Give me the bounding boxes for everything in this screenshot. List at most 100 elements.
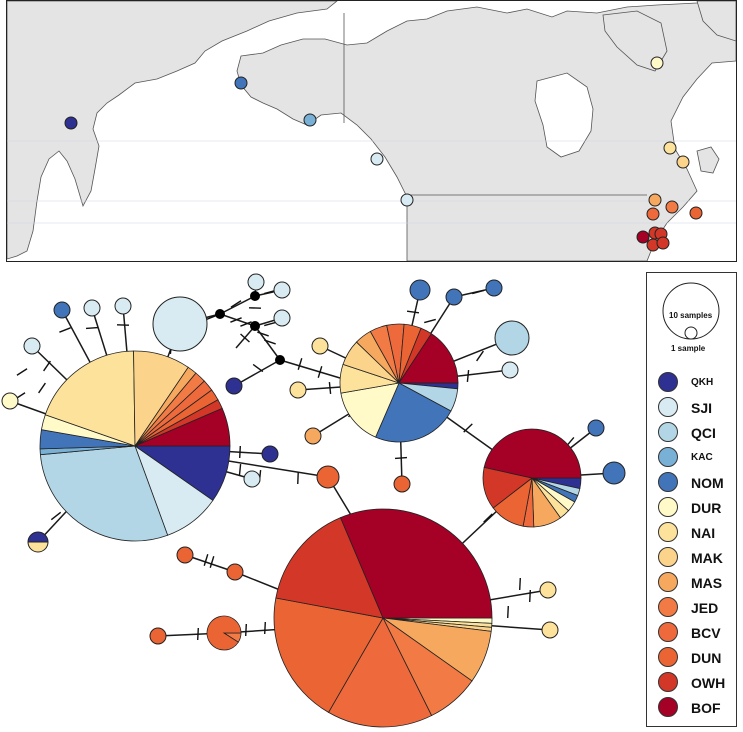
pie-slice-qci [494, 320, 530, 356]
legend-label: QKH [691, 377, 714, 388]
haplotype-dot-dur [1, 392, 19, 410]
legend-entry-bcv: BCV [647, 622, 736, 644]
legend-label: NAI [691, 525, 716, 541]
legend-swatch [658, 372, 678, 392]
legend-entry-kac: KAC [647, 447, 736, 469]
legend-entry-nai: NAI [647, 522, 736, 544]
mutation-tick [230, 300, 242, 308]
haplotype-dot-sji [273, 309, 291, 327]
haplotype-dot-nom [587, 419, 605, 437]
size-scale [662, 282, 720, 340]
legend-swatch [658, 522, 678, 542]
legend-entry-bof: BOF [647, 697, 736, 719]
mutation-tick [507, 605, 509, 619]
pie-slice-bcv [327, 617, 433, 728]
legend-swatch [658, 672, 678, 692]
mutation-tick [466, 369, 470, 383]
haplotype-dot-nai [311, 337, 329, 355]
haplotype-dot-nai [289, 381, 307, 399]
pie-slice-bof [134, 407, 231, 447]
haplotype-dot-nom [53, 301, 71, 319]
mutation-tick [424, 318, 436, 324]
legend-swatch [658, 472, 678, 492]
haplotype-split-dot [27, 531, 49, 553]
haplotype-dot-nom [409, 279, 431, 301]
pie-slice-nom [375, 382, 452, 443]
site-marker-kac [303, 113, 317, 127]
median-vertex [215, 309, 225, 319]
site-marker-bof [636, 230, 650, 244]
legend-label: MAK [691, 550, 723, 566]
size-scale-large-label: 10 samples [669, 311, 713, 320]
size-scale-small-label: 1 sample [671, 344, 706, 353]
site-marker-nai [663, 141, 677, 155]
haplotype-dot-sji [243, 470, 261, 488]
pie-slice-dun [273, 597, 384, 713]
mutation-tick [483, 513, 493, 523]
mutation-tick [317, 366, 323, 378]
mutation-tick [203, 554, 209, 566]
site-marker-qkh [64, 116, 78, 130]
mutation-tick [245, 623, 247, 637]
baffin-island [602, 10, 668, 72]
mutation-tick [238, 463, 242, 477]
mutation-tick [472, 289, 484, 295]
size-scale-small-circle [684, 326, 698, 340]
mutation-tick [50, 511, 62, 521]
legend-entry-mas: MAS [647, 572, 736, 594]
haplotype-dot-nom [485, 279, 503, 297]
site-marker-sji [400, 193, 414, 207]
mutation-tick [16, 368, 28, 376]
mutation-tick [38, 382, 46, 394]
mutation-tick [519, 577, 521, 591]
site-marker-dun [689, 206, 703, 220]
legend-swatch [658, 497, 678, 517]
mutation-tick [257, 331, 269, 337]
mutation-tick [264, 621, 266, 635]
site-marker-dur [650, 56, 664, 70]
haplotype-dot-nai [539, 581, 557, 599]
site-marker-sji [370, 152, 384, 166]
mutation-tick [85, 326, 99, 330]
sampling-map [6, 0, 737, 262]
haplotype-dot-dun [176, 546, 194, 564]
mutation-tick [240, 333, 250, 343]
legend-label: DUN [691, 650, 722, 666]
mutation-tick [394, 456, 408, 460]
site-marker-nom [234, 76, 248, 90]
legend-label: OWH [691, 675, 726, 691]
newfoundland [696, 146, 720, 174]
mutation-tick [406, 310, 420, 314]
legend-swatch [658, 572, 678, 592]
legend-label: SJI [691, 400, 713, 416]
pie-slice-bof [483, 428, 582, 479]
mutation-tick [240, 321, 252, 327]
haplotype-dot-dun [226, 563, 244, 581]
haplotype-dot-sji [83, 299, 101, 317]
mutation-tick [230, 317, 242, 323]
legend-swatch [658, 697, 678, 717]
haplotype-dot-dun [393, 475, 411, 493]
legend-label: DUR [691, 500, 722, 516]
median-vertex [275, 355, 285, 365]
graticule [7, 140, 736, 224]
median-vertex [250, 291, 260, 301]
haplotype-dot-nom [445, 288, 463, 306]
pie-slice-bof [339, 508, 493, 619]
legend-entry-qkh: QKH [647, 372, 736, 394]
haplotype-network [1, 273, 626, 728]
legend-entry-dur: DUR [647, 497, 736, 519]
pie-slice-bof [398, 333, 459, 384]
pie-slice-dun [206, 615, 242, 651]
network-edge [254, 325, 281, 361]
legend-label: NOM [691, 475, 724, 491]
legend-entry-mak: MAK [647, 547, 736, 569]
haplotype-dot-sji [501, 361, 519, 379]
pie-slice-dur [340, 382, 400, 438]
pie-slice-owh [275, 517, 384, 619]
legend-entry-nom: NOM [647, 472, 736, 494]
legend-entry-jed: JED [647, 597, 736, 619]
haplotype-node-h2 [339, 323, 459, 443]
legend-swatch [658, 422, 678, 442]
pie-slice-sji [152, 296, 208, 352]
